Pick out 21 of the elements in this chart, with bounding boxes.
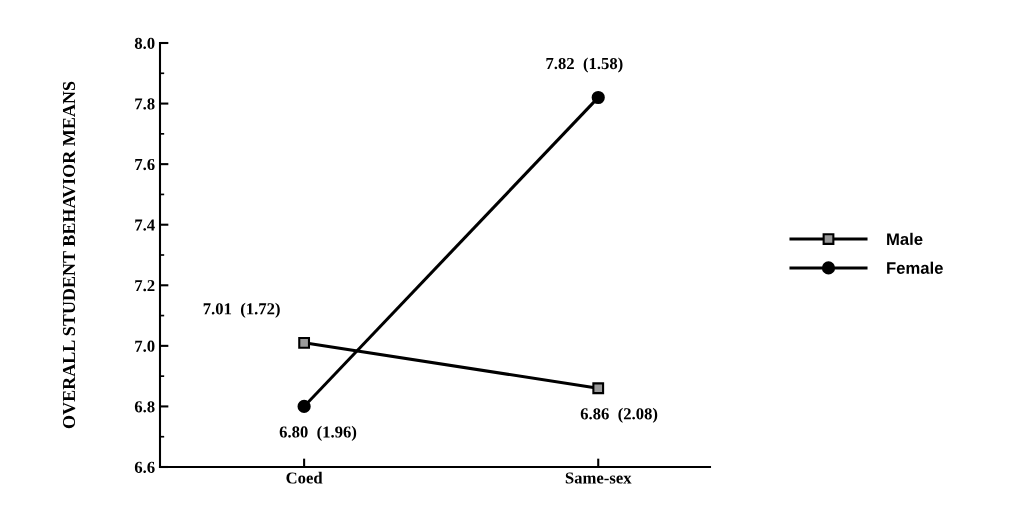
x-tick-label: Same-sex — [565, 472, 632, 484]
point — [592, 382, 605, 395]
y-tick-label: 7.8 — [135, 98, 155, 110]
y-tick-label: 7.4 — [135, 219, 155, 231]
y-tick-label: 7.0 — [135, 340, 155, 352]
legend-label: Male — [887, 232, 923, 246]
point — [591, 90, 605, 105]
point — [297, 399, 311, 414]
point — [298, 336, 311, 349]
y-tick-label: 6.6 — [134, 461, 155, 474]
y-tick-label: 7.2 — [135, 280, 155, 292]
y-tick-label: 7.6 — [135, 158, 155, 171]
data-label: 6.86 (2.08) — [580, 407, 658, 423]
y-tick-label: 6.8 — [134, 401, 155, 413]
data-label: 7.82 (1.58) — [546, 57, 623, 73]
y-tick-label: 8.0 — [134, 37, 155, 50]
x-tick-label: Coed — [286, 471, 323, 484]
data-label: 6.80 (1.96) — [279, 425, 357, 441]
y-axis-title: OVERALL STUDENT BEHAVIOR MEANS — [62, 81, 76, 429]
data-label: 7.01 (1.72) — [203, 302, 280, 318]
legend-label: Female — [887, 261, 943, 274]
